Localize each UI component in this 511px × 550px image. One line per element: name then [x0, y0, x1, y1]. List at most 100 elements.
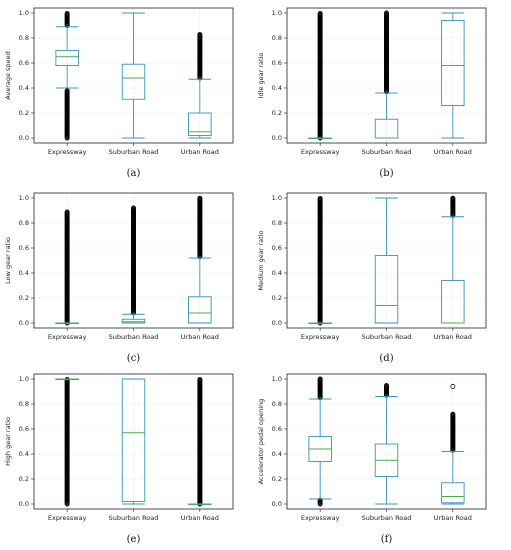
y-tick-label: 0.4 [272, 450, 282, 458]
y-tick-label: 0.0 [19, 134, 29, 142]
x-tick-label: Expressway [301, 148, 340, 156]
box-expressway [308, 376, 332, 507]
panel-caption: (b) [379, 168, 393, 179]
y-axis-label: Average speed [4, 51, 12, 99]
x-tick-label: Urban Road [434, 148, 472, 156]
y-tick-label: 0.8 [19, 219, 29, 227]
y-tick-label: 1.0 [19, 194, 29, 202]
outlier-point [450, 384, 456, 389]
y-tick-label: 0.2 [272, 109, 282, 117]
box-urban-road [441, 384, 465, 505]
y-axis-label: High gear ratio [4, 417, 12, 466]
x-tick-label: Urban Road [181, 333, 219, 341]
panel-1: 0.0 0.2 0.4 0.6 0.8 1.0 Expressway Suburban Roa… [4, 7, 234, 179]
outlier-point [450, 411, 456, 417]
box-urban-road [441, 12, 465, 139]
y-tick-label: 0.4 [272, 269, 282, 277]
box-urban-road [188, 195, 212, 324]
box-iqr [55, 50, 79, 66]
panel-caption: (a) [127, 168, 141, 179]
y-tick-label: 0.6 [19, 244, 29, 252]
box-expressway [308, 11, 332, 141]
x-tick-label: Expressway [301, 333, 340, 341]
outlier-point [384, 10, 389, 16]
y-tick-label: 0.2 [19, 109, 29, 117]
box-iqr [374, 255, 399, 324]
y-tick-label: 0.0 [272, 319, 282, 327]
outlier-point [197, 195, 203, 201]
x-tick-label: Urban Road [434, 333, 472, 341]
y-tick-label: 0.8 [19, 34, 29, 42]
x-tick-label: Suburban Road [362, 148, 412, 156]
panel-4: 0.0 0.2 0.4 0.6 0.8 1.0 Expressway Suburban Roa… [257, 192, 487, 364]
x-tick-label: Suburban Road [109, 148, 159, 156]
box-urban-road [441, 195, 465, 324]
box-expressway [55, 209, 79, 326]
panel-caption: (f) [381, 534, 393, 545]
box-suburban-road [374, 197, 399, 324]
y-axis-label: Low gear ratio [4, 237, 12, 284]
box-suburban-road [121, 12, 146, 139]
outlier-point [317, 11, 323, 16]
box-expressway [55, 377, 79, 507]
x-tick-label: Suburban Road [109, 333, 159, 341]
y-axis-label: Accelerator pedal opening [257, 399, 265, 485]
box-iqr [188, 296, 212, 324]
y-axis-label: Medium gear ratio [257, 231, 265, 291]
outlier-point [317, 196, 323, 201]
panel-5: 0.0 0.2 0.4 0.6 0.8 1.0 Expressway Suburban Roa… [4, 373, 234, 545]
panel-caption: (d) [379, 353, 393, 364]
y-tick-label: 1.0 [19, 9, 29, 17]
y-tick-label: 0.2 [19, 475, 29, 483]
x-tick-label: Suburban Road [362, 514, 412, 522]
outlier-point [64, 209, 70, 215]
x-tick-label: Expressway [48, 333, 87, 341]
x-tick-label: Urban Road [181, 148, 219, 156]
x-tick-label: Suburban Road [109, 514, 159, 522]
y-tick-label: 0.2 [272, 294, 282, 302]
outlier-point [197, 32, 203, 37]
y-tick-label: 1.0 [19, 375, 29, 383]
panel-caption: (e) [127, 534, 141, 545]
x-tick-label: Urban Road [434, 514, 472, 522]
x-tick-label: Suburban Road [362, 333, 412, 341]
y-tick-label: 0.8 [272, 219, 282, 227]
box-iqr [441, 482, 465, 504]
box-urban-road [188, 377, 212, 507]
box-expressway [308, 196, 332, 326]
x-tick-label: Urban Road [181, 514, 219, 522]
outlier-point [64, 88, 70, 94]
y-tick-label: 1.0 [272, 375, 282, 383]
box-suburban-road [374, 383, 399, 505]
outlier-point [131, 205, 136, 211]
panel-6: 0.0 0.2 0.4 0.6 0.8 1.0 Expressway Suburban Roa… [257, 373, 487, 545]
box-iqr [121, 318, 146, 324]
y-tick-label: 0.6 [272, 425, 282, 433]
box-iqr [121, 63, 146, 100]
y-tick-label: 0.6 [19, 59, 29, 67]
y-tick-label: 0.6 [19, 425, 29, 433]
box-expressway [55, 11, 79, 141]
outlier-point [197, 377, 203, 382]
y-tick-label: 0.2 [19, 294, 29, 302]
box-iqr [121, 378, 146, 502]
y-tick-label: 0.8 [272, 34, 282, 42]
outlier-point [384, 383, 389, 388]
y-axis-label: Idle gear ratio [257, 53, 265, 99]
box-iqr [188, 112, 212, 136]
y-tick-label: 0.0 [19, 500, 29, 508]
y-tick-label: 1.0 [272, 9, 282, 17]
x-tick-label: Expressway [48, 148, 87, 156]
y-tick-label: 0.0 [272, 500, 282, 508]
outlier-point [317, 376, 323, 382]
y-tick-label: 0.6 [272, 244, 282, 252]
y-tick-label: 0.4 [19, 269, 29, 277]
outlier-point [450, 195, 456, 201]
panel-2: 0.0 0.2 0.4 0.6 0.8 1.0 Expressway Suburban Roa… [257, 7, 487, 179]
box-suburban-road [121, 205, 146, 324]
y-tick-label: 0.0 [19, 319, 29, 327]
outlier-point [64, 11, 70, 16]
x-tick-label: Expressway [301, 514, 340, 522]
y-tick-label: 0.2 [272, 475, 282, 483]
